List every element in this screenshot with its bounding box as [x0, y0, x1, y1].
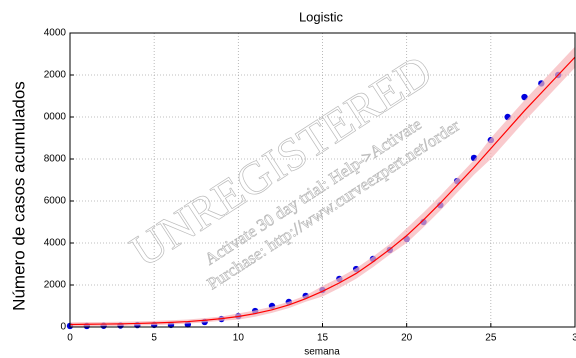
y-tick-label: 8000	[44, 154, 67, 165]
x-tick-label: 0	[67, 333, 73, 344]
x-tick-label: 3	[572, 333, 576, 344]
y-tick-label: 2000	[44, 280, 67, 291]
x-tick-label: 10	[233, 333, 245, 344]
x-tick-label: 25	[485, 333, 497, 344]
x-tick-label: 5	[151, 333, 157, 344]
x-axis-label: semana	[304, 347, 340, 358]
x-tick-label: 15	[317, 333, 329, 344]
y-tick-label: 0	[60, 322, 66, 333]
fit-line	[69, 56, 576, 326]
y-axis-label: Número de casos acumulados	[9, 81, 28, 311]
y-tick-label: 0000	[44, 112, 67, 123]
x-tick-label: 20	[401, 333, 413, 344]
y-tick-label: 6000	[44, 196, 67, 207]
y-tick-label: 4000	[44, 28, 67, 39]
plot-frame	[69, 32, 576, 328]
y-tick-label: 4000	[44, 238, 67, 249]
y-tick-label: 2000	[44, 70, 67, 81]
chart-title: Logistic	[299, 9, 344, 24]
